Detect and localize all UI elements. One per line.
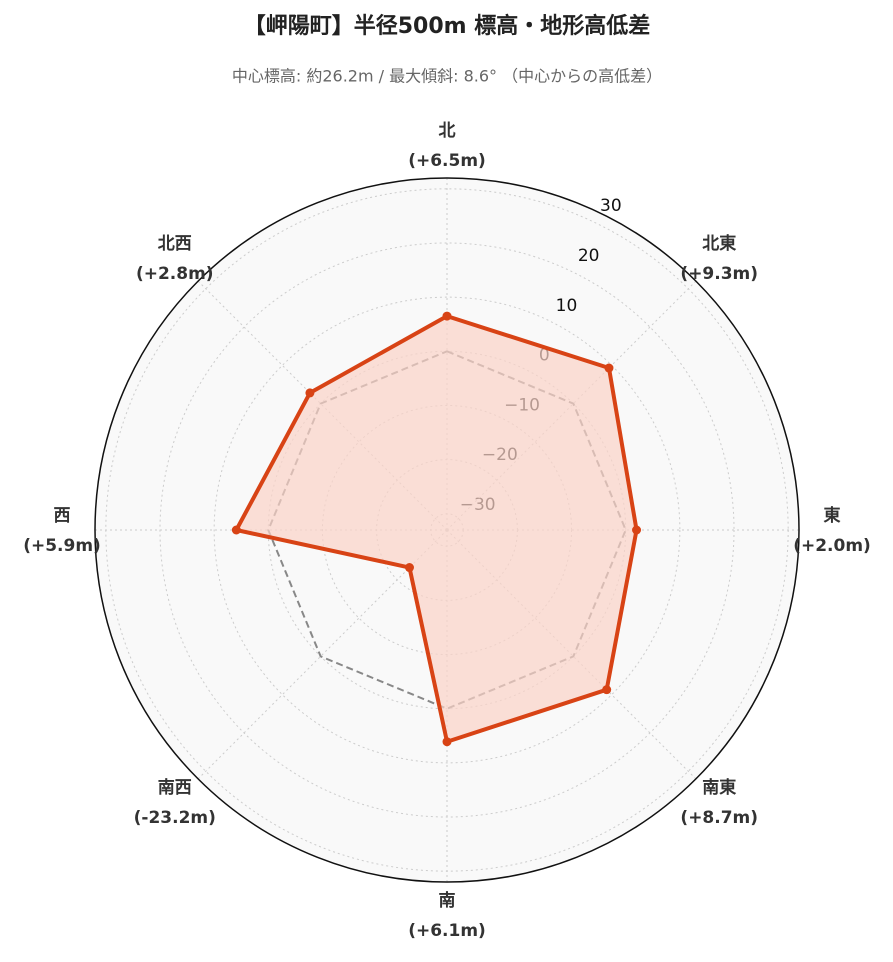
category-label: 北西 bbox=[158, 234, 192, 254]
category-label: 北 bbox=[439, 121, 456, 141]
r-tick-label: 30 bbox=[600, 196, 622, 216]
point bbox=[442, 737, 452, 747]
point bbox=[231, 525, 241, 535]
chart-title: 【岬陽町】半径500m 標高・地形高低差 bbox=[244, 13, 651, 39]
value-label: (+8.7m) bbox=[680, 808, 758, 828]
spoke bbox=[197, 529, 448, 780]
r-tick-label: 10 bbox=[556, 296, 578, 316]
category-label: 北東 bbox=[702, 233, 736, 254]
value-label: (+6.5m) bbox=[408, 151, 486, 171]
category-label: 南 bbox=[439, 890, 456, 911]
value-label: (-23.2m) bbox=[134, 808, 216, 828]
category-label: 東 bbox=[824, 505, 841, 526]
value-label: (+5.9m) bbox=[23, 536, 101, 556]
value-label: (+2.8m) bbox=[136, 264, 214, 284]
point bbox=[404, 563, 414, 573]
grid-circle bbox=[213, 296, 681, 764]
point bbox=[305, 388, 315, 398]
outer-ring bbox=[94, 177, 800, 883]
point bbox=[602, 685, 612, 695]
value-label: (+2.0m) bbox=[793, 536, 871, 556]
category-label: 西 bbox=[54, 506, 71, 526]
r-tick-label: 20 bbox=[578, 246, 600, 266]
grid-circle bbox=[159, 242, 735, 818]
category-label: 南西 bbox=[158, 777, 192, 798]
category-label: 南東 bbox=[702, 777, 736, 798]
value-label: (+6.1m) bbox=[408, 921, 486, 941]
point bbox=[632, 525, 642, 535]
point bbox=[442, 311, 452, 321]
value-label: (+9.3m) bbox=[680, 264, 758, 284]
chart-subtitle: 中心標高: 約26.2m / 最大傾斜: 8.6° （中心からの高低差） bbox=[232, 67, 662, 86]
point bbox=[604, 363, 614, 373]
